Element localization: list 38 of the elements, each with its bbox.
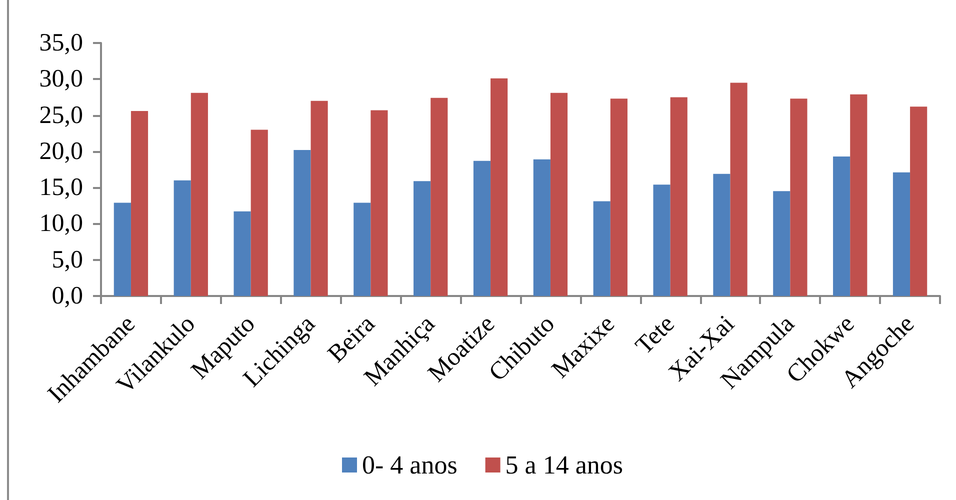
bar xyxy=(892,172,910,296)
bar xyxy=(174,180,191,296)
bar xyxy=(910,106,928,296)
legend-label: 5 a 14 anos xyxy=(505,450,624,480)
bar xyxy=(653,184,670,296)
bar xyxy=(370,110,388,296)
legend-label: 0- 4 anos xyxy=(362,450,458,480)
bar xyxy=(190,92,208,296)
y-tick-label: 15,0 xyxy=(39,174,83,202)
bar xyxy=(850,94,868,296)
bar xyxy=(773,191,790,296)
y-tick-label: 35,0 xyxy=(39,30,83,56)
bar xyxy=(130,110,148,296)
bar xyxy=(414,181,431,296)
bar xyxy=(593,201,610,296)
bar xyxy=(730,82,748,296)
bar xyxy=(310,100,328,296)
bar xyxy=(550,92,568,296)
y-tick-label: 10,0 xyxy=(39,210,83,238)
bar xyxy=(430,98,448,296)
y-tick-label: 25,0 xyxy=(39,102,83,129)
bar xyxy=(533,159,550,296)
y-tick-label: 0,0 xyxy=(52,282,83,310)
y-tick-label: 5,0 xyxy=(52,246,83,274)
bar xyxy=(354,202,371,296)
y-tick-label: 20,0 xyxy=(39,138,83,165)
bar xyxy=(114,202,131,296)
bar xyxy=(250,130,268,296)
bar xyxy=(294,150,311,296)
bar xyxy=(234,211,251,296)
bar xyxy=(473,160,491,296)
bar xyxy=(490,78,508,296)
bar xyxy=(713,174,730,296)
y-tick-label: 30,0 xyxy=(39,66,83,93)
bar xyxy=(670,97,688,296)
bar xyxy=(833,156,850,296)
bar xyxy=(610,98,628,296)
bar xyxy=(790,98,808,296)
